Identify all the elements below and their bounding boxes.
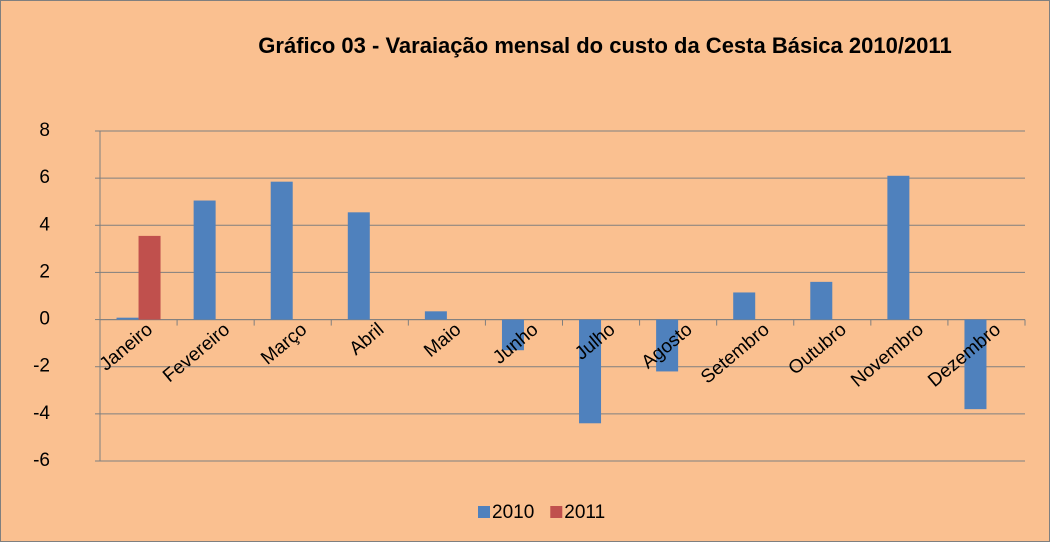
bar xyxy=(656,319,679,372)
bar xyxy=(270,181,293,320)
bar xyxy=(116,317,139,320)
bar xyxy=(138,235,161,320)
legend-swatch xyxy=(478,506,490,518)
y-tick-label: 4 xyxy=(39,214,50,235)
y-tick-label: -2 xyxy=(33,356,50,377)
y-tick-label: 6 xyxy=(39,167,50,188)
y-tick-label: -6 xyxy=(33,450,50,471)
bar xyxy=(424,311,447,320)
legend-label: 2010 xyxy=(492,502,534,523)
chart-title: Gráfico 03 - Varaiação mensal do custo d… xyxy=(258,33,951,58)
bar xyxy=(579,319,602,424)
bar xyxy=(964,319,987,410)
y-tick-label: 0 xyxy=(39,309,50,330)
legend-label: 2011 xyxy=(564,502,605,523)
y-tick-label: 2 xyxy=(39,261,50,282)
bar xyxy=(347,212,370,320)
bar xyxy=(810,281,833,320)
y-tick-label: -4 xyxy=(33,403,50,424)
bar xyxy=(887,175,910,320)
y-tick-label: 8 xyxy=(39,120,50,141)
legend-swatch xyxy=(550,506,563,518)
bar xyxy=(501,319,524,351)
bar xyxy=(193,200,216,320)
bar xyxy=(733,292,756,320)
